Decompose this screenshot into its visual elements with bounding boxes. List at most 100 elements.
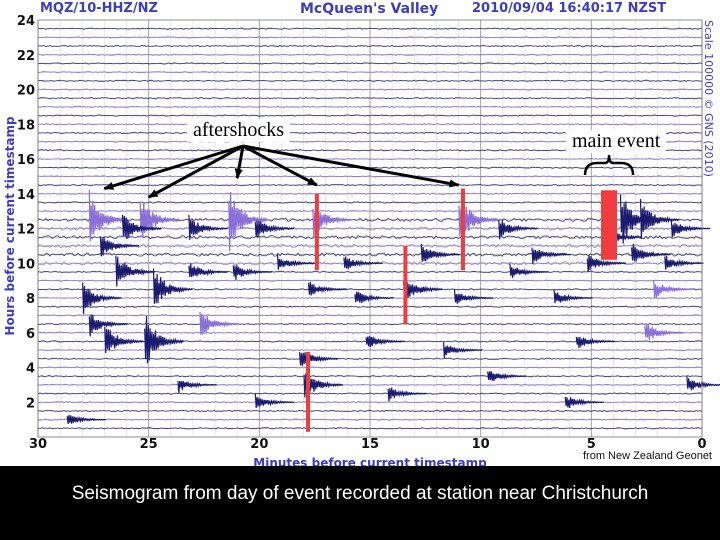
event-burst	[442, 342, 483, 359]
event-burst	[670, 220, 711, 238]
event-burst	[88, 314, 129, 337]
seismic-trace	[37, 375, 703, 378]
event-burst	[531, 247, 571, 265]
main-event-annotation: main event	[566, 130, 667, 153]
event-burst	[99, 236, 140, 257]
event-burst	[354, 291, 394, 303]
scale-copyright-label: Scale 100000 © GNS (2010)	[702, 20, 715, 177]
event-burst	[152, 268, 193, 304]
event-burst	[115, 255, 156, 287]
x-tick-label: 30	[29, 437, 47, 452]
seismic-trace	[37, 157, 703, 161]
event-burst	[139, 201, 180, 239]
y-tick-label: 24	[17, 14, 35, 29]
seismic-trace	[37, 79, 703, 82]
seismic-trace	[37, 314, 703, 317]
event-burst	[307, 281, 348, 296]
x-tick-label: 0	[697, 437, 706, 452]
plot-background	[0, 0, 720, 466]
event-burst	[121, 214, 162, 240]
event-burst	[228, 191, 269, 252]
y-tick-label: 22	[17, 49, 35, 64]
seismic-trace	[37, 62, 703, 65]
y-tick-label: 16	[17, 153, 35, 168]
y-tick-label: 18	[17, 118, 35, 133]
event-burst	[303, 373, 344, 398]
event-burst	[686, 376, 720, 391]
seismic-trace	[37, 27, 703, 30]
seismic-trace	[38, 201, 703, 204]
seismic-trace	[37, 97, 703, 100]
x-tick-label: 15	[361, 437, 379, 452]
y-tick-label: 8	[26, 292, 35, 307]
seismic-trace	[37, 418, 703, 421]
event-highlight	[460, 188, 465, 271]
event-burst	[509, 263, 549, 278]
seismic-trace	[37, 366, 703, 369]
figure-caption: Seismogram from day of event recorded at…	[71, 483, 649, 504]
event-burst	[82, 282, 122, 314]
event-highlight	[314, 193, 319, 271]
main-event-brace	[583, 154, 635, 176]
event-burst	[498, 219, 538, 240]
event-burst	[420, 243, 461, 262]
x-tick-label: 25	[140, 437, 158, 452]
event-burst	[343, 256, 383, 269]
seismic-trace	[37, 252, 703, 257]
seismic-trace	[37, 243, 703, 249]
event-burst	[664, 255, 704, 270]
seismic-trace	[37, 322, 703, 326]
event-burst	[188, 263, 228, 278]
x-tick-label: 20	[250, 437, 268, 452]
current-timestamp: 2010/09/04 16:40:17 NZST	[472, 1, 667, 16]
event-burst	[387, 387, 428, 402]
seismic-trace	[37, 383, 703, 387]
seismic-trace	[37, 88, 703, 91]
event-burst	[66, 414, 107, 424]
event-burst	[254, 393, 295, 408]
seismic-trace	[37, 36, 703, 39]
event-burst	[144, 315, 184, 364]
seismic-trace	[37, 183, 702, 187]
seismic-trace	[37, 234, 703, 240]
event-burst	[403, 278, 443, 303]
aftershock-arrow	[242, 144, 460, 188]
aftershock-arrow	[147, 144, 244, 199]
y-axis-label: Hours before current timestamp	[3, 116, 17, 336]
y-tick-label: 20	[17, 84, 35, 99]
aftershock-arrow	[103, 144, 244, 190]
seismic-trace	[37, 305, 703, 308]
chart-title: McQueen's Valley	[300, 1, 439, 17]
event-burst	[564, 396, 605, 408]
main-event-highlight	[601, 190, 618, 260]
seismic-trace	[37, 409, 703, 413]
event-burst	[653, 280, 693, 298]
seismic-trace	[37, 279, 703, 282]
seismic-trace	[37, 70, 702, 74]
x-tick-label: 10	[472, 437, 490, 452]
event-burst	[644, 324, 684, 341]
event-burst	[254, 220, 295, 238]
event-burst	[276, 254, 317, 270]
seismic-trace	[37, 288, 703, 291]
event-burst	[199, 311, 240, 335]
y-tick-label: 12	[17, 223, 35, 238]
aftershocks-annotation: aftershocks	[187, 119, 291, 142]
event-burst	[487, 371, 527, 382]
event-burst	[453, 289, 494, 304]
y-tick-label: 2	[26, 396, 35, 411]
event-burst	[458, 202, 499, 239]
event-highlight	[306, 351, 311, 432]
station-code: MQZ/10-HHZ/NZ	[40, 1, 158, 16]
event-burst	[575, 336, 616, 348]
event-burst	[586, 255, 627, 273]
y-tick-label: 14	[17, 188, 35, 203]
event-burst	[312, 208, 352, 239]
event-burst	[188, 214, 228, 240]
seismic-trace	[37, 53, 703, 56]
event-highlight	[403, 245, 408, 325]
seismic-trace	[37, 44, 703, 48]
event-burst	[232, 265, 273, 280]
y-tick-label: 4	[26, 362, 35, 377]
